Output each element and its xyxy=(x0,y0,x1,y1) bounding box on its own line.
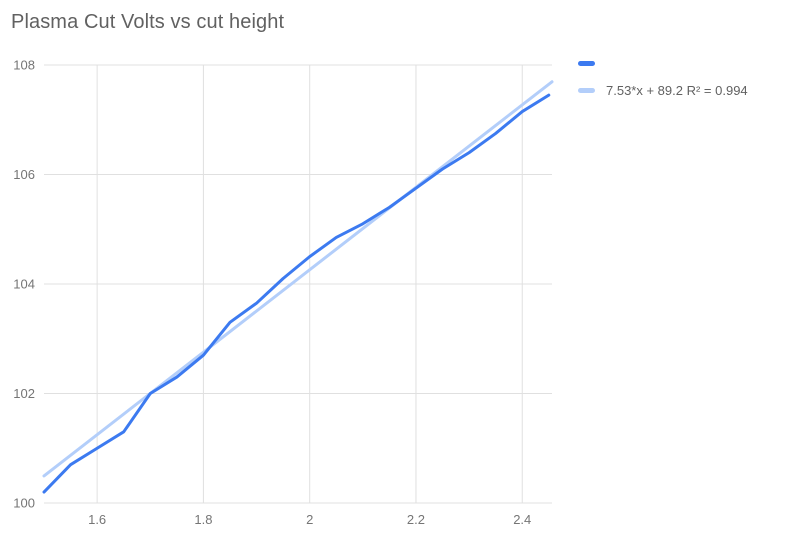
y-tick-label: 106 xyxy=(13,167,35,182)
x-tick-label: 1.6 xyxy=(88,512,106,527)
y-tick-label: 104 xyxy=(13,277,35,292)
y-tick-label: 102 xyxy=(13,386,35,401)
trendline-swatch-icon xyxy=(578,87,595,93)
legend-item-series xyxy=(578,55,748,71)
y-tick-label: 108 xyxy=(13,58,35,73)
legend: 7.53*x + 89.2 R² = 0.994 xyxy=(578,55,748,98)
x-tick-label: 2.2 xyxy=(407,512,425,527)
x-tick-label: 2.4 xyxy=(513,512,531,527)
chart-title: Plasma Cut Volts vs cut height xyxy=(11,11,285,33)
legend-item-trendline: 7.53*x + 89.2 R² = 0.994 xyxy=(578,82,748,98)
x-tick-label: 2 xyxy=(306,512,313,527)
series-swatch-icon xyxy=(578,60,595,66)
series-line xyxy=(42,93,551,494)
x-tick-label: 1.8 xyxy=(194,512,212,527)
y-tick-label: 100 xyxy=(13,496,35,511)
trendline xyxy=(42,80,554,478)
legend-trendline-label: 7.53*x + 89.2 R² = 0.994 xyxy=(606,82,748,98)
